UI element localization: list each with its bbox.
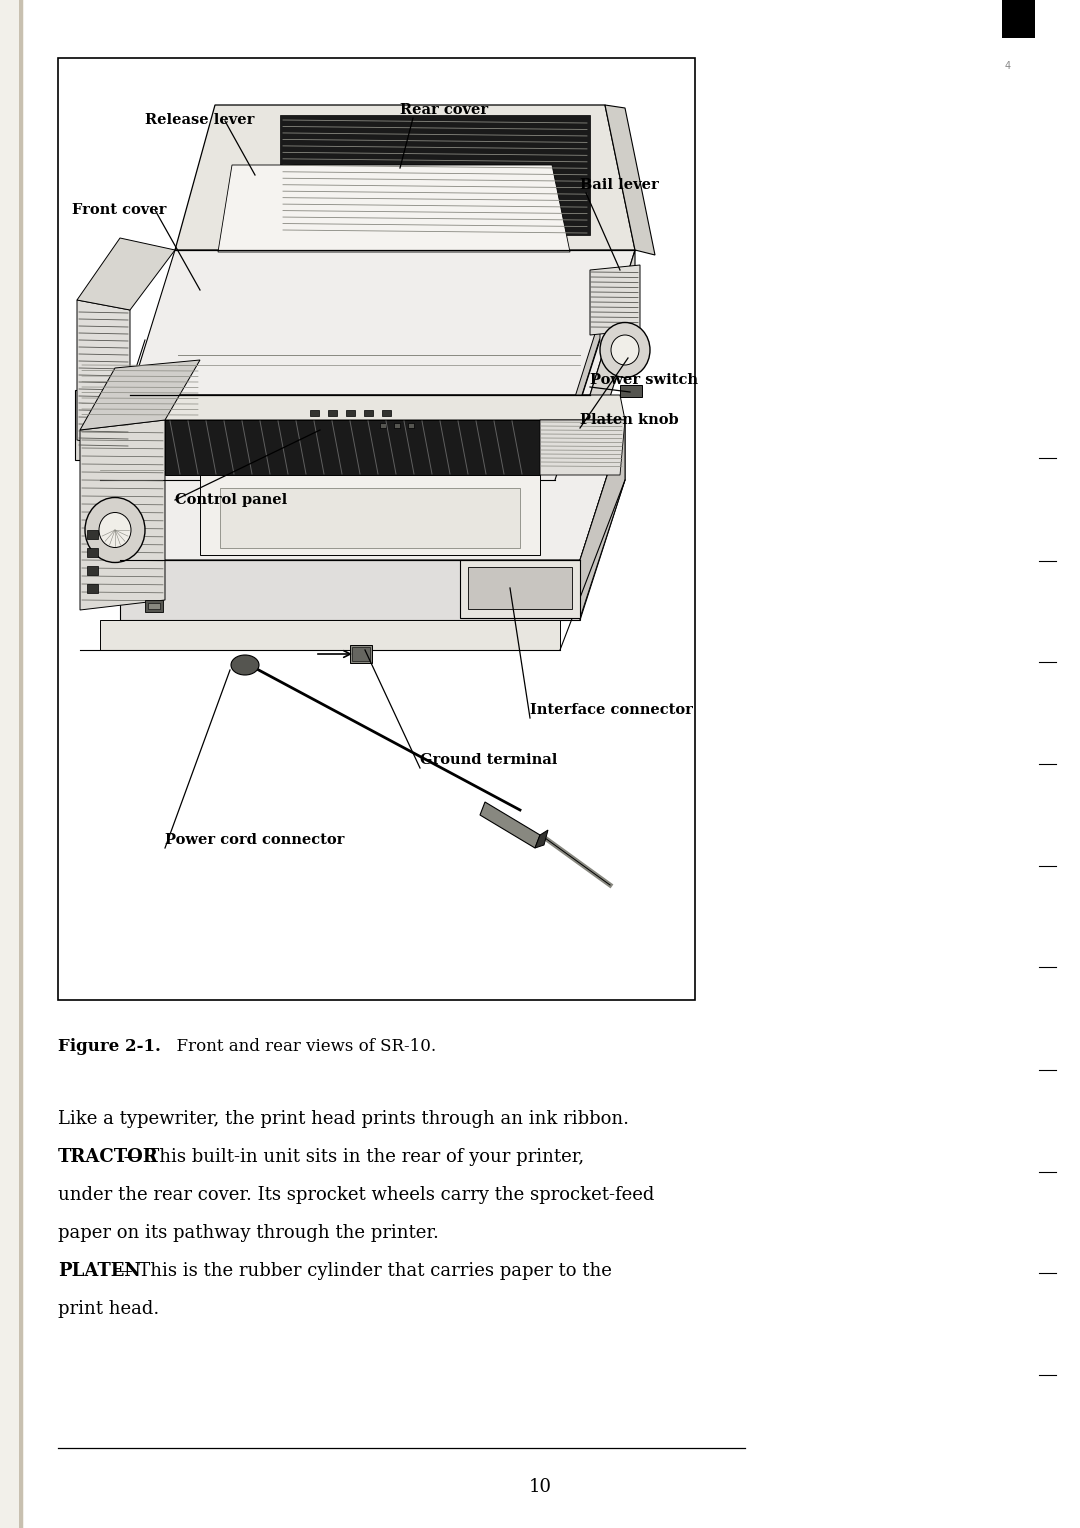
- Text: — This is the rubber cylinder that carries paper to the: — This is the rubber cylinder that carri…: [109, 1262, 612, 1280]
- Text: Release lever: Release lever: [145, 113, 255, 127]
- Polygon shape: [100, 620, 561, 649]
- Polygon shape: [80, 420, 165, 610]
- Polygon shape: [130, 251, 635, 396]
- Text: Power cord connector: Power cord connector: [165, 833, 345, 847]
- Bar: [19, 0, 23, 1528]
- Bar: [382, 410, 391, 416]
- Polygon shape: [77, 299, 130, 451]
- Bar: [352, 646, 370, 662]
- Ellipse shape: [231, 656, 259, 675]
- Polygon shape: [120, 420, 625, 559]
- Polygon shape: [220, 487, 519, 549]
- Text: 4: 4: [1004, 61, 1011, 72]
- Bar: [1002, 0, 1035, 38]
- Bar: [145, 601, 163, 613]
- Text: Power switch: Power switch: [590, 373, 698, 387]
- Polygon shape: [200, 475, 540, 555]
- Text: TRACTOR: TRACTOR: [58, 1148, 159, 1166]
- Bar: [380, 423, 386, 428]
- Polygon shape: [580, 420, 625, 620]
- Polygon shape: [120, 559, 580, 620]
- Polygon shape: [218, 165, 570, 252]
- Text: 10: 10: [528, 1478, 552, 1496]
- Bar: [87, 584, 98, 593]
- Bar: [87, 565, 98, 575]
- Polygon shape: [165, 396, 625, 420]
- Bar: [394, 423, 400, 428]
- Text: Interface connector: Interface connector: [530, 703, 693, 717]
- Bar: [328, 410, 337, 416]
- Polygon shape: [75, 390, 130, 460]
- Polygon shape: [540, 420, 625, 475]
- Bar: [87, 549, 98, 558]
- Polygon shape: [100, 460, 555, 480]
- Text: under the rear cover. Its sprocket wheels carry the sprocket-feed: under the rear cover. Its sprocket wheel…: [58, 1186, 654, 1204]
- Polygon shape: [590, 264, 640, 335]
- Bar: [350, 645, 372, 663]
- Bar: [58, 58, 696, 999]
- Polygon shape: [555, 318, 600, 480]
- Bar: [310, 410, 319, 416]
- Bar: [87, 530, 98, 539]
- Polygon shape: [175, 105, 635, 251]
- Text: Platen knob: Platen knob: [580, 413, 678, 426]
- Text: — This built-in unit sits in the rear of your printer,: — This built-in unit sits in the rear of…: [118, 1148, 583, 1166]
- Bar: [468, 567, 572, 610]
- Text: print head.: print head.: [58, 1300, 159, 1319]
- Polygon shape: [480, 802, 540, 848]
- Polygon shape: [80, 361, 200, 429]
- Bar: [620, 385, 642, 397]
- Ellipse shape: [600, 322, 650, 377]
- Ellipse shape: [611, 335, 639, 365]
- Polygon shape: [605, 105, 654, 255]
- Text: Figure 2-1.: Figure 2-1.: [58, 1038, 161, 1054]
- Polygon shape: [165, 420, 540, 475]
- Bar: [346, 410, 355, 416]
- Polygon shape: [460, 559, 580, 617]
- Bar: [280, 115, 590, 235]
- Ellipse shape: [85, 498, 145, 562]
- Text: Ground terminal: Ground terminal: [420, 753, 557, 767]
- Text: paper on its pathway through the printer.: paper on its pathway through the printer…: [58, 1224, 438, 1242]
- Polygon shape: [580, 420, 625, 617]
- Text: Like a typewriter, the print head prints through an ink ribbon.: Like a typewriter, the print head prints…: [58, 1109, 629, 1128]
- Polygon shape: [130, 396, 590, 460]
- Ellipse shape: [99, 512, 131, 547]
- Polygon shape: [590, 251, 635, 460]
- Bar: [364, 410, 373, 416]
- Text: PLATEN: PLATEN: [58, 1262, 140, 1280]
- Text: Front and rear views of SR-10.: Front and rear views of SR-10.: [166, 1038, 436, 1054]
- Bar: [408, 423, 414, 428]
- Polygon shape: [77, 238, 175, 310]
- Text: Control panel: Control panel: [175, 494, 287, 507]
- Text: Front cover: Front cover: [72, 203, 166, 217]
- Bar: [148, 604, 160, 610]
- Text: Bail lever: Bail lever: [580, 177, 659, 193]
- Text: Rear cover: Rear cover: [400, 102, 488, 118]
- Bar: [0, 0, 24, 1528]
- Polygon shape: [535, 830, 548, 848]
